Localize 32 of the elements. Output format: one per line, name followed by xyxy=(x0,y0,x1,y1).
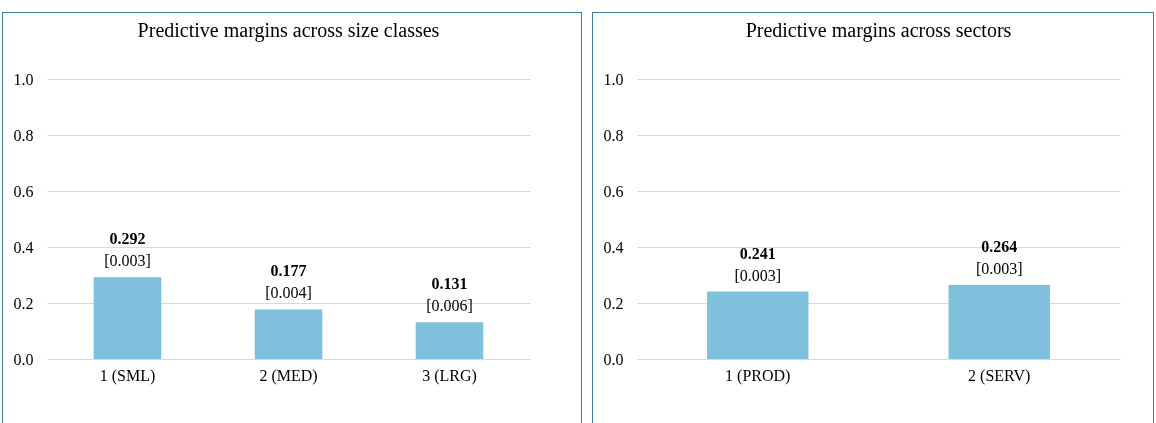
y-tick-label: 1.0 xyxy=(603,70,624,88)
data-label: 0.292 xyxy=(109,230,146,248)
y-tick-label: 1.0 xyxy=(13,70,34,88)
annotation: [0.004] xyxy=(265,284,312,302)
y-tick-label: 0.0 xyxy=(13,350,34,368)
bar xyxy=(254,309,323,359)
y-tick-label: 0.4 xyxy=(603,238,624,256)
x-tick-label: 1 (PROD) xyxy=(725,366,791,385)
chart-title: Predictive margins across size classes xyxy=(137,19,440,42)
chart-title: Predictive margins across sectors xyxy=(745,19,1012,42)
y-tick-label: 0.6 xyxy=(603,182,624,200)
annotation: [0.003] xyxy=(734,266,782,284)
bar xyxy=(93,277,162,359)
x-tick-label: 2 (SERV) xyxy=(968,366,1031,385)
annotation: [0.003] xyxy=(975,260,1023,278)
x-tick-label: 3 (LRG) xyxy=(422,366,477,385)
y-tick-label: 0.6 xyxy=(13,182,34,200)
y-tick-label: 0.0 xyxy=(603,350,624,368)
annotation: [0.006] xyxy=(426,297,473,315)
data-label: 0.264 xyxy=(981,238,1018,256)
annotation: [0.003] xyxy=(104,252,151,270)
data-label: 0.177 xyxy=(270,262,307,280)
x-tick-label: 1 (SML) xyxy=(99,366,156,385)
data-label: 0.241 xyxy=(739,244,776,262)
y-tick-label: 0.8 xyxy=(603,126,624,144)
data-label: 0.131 xyxy=(431,275,468,293)
x-tick-label: 2 (MED) xyxy=(259,366,318,385)
y-tick-label: 0.2 xyxy=(603,294,624,312)
y-tick-label: 0.8 xyxy=(13,126,34,144)
y-tick-label: 0.2 xyxy=(13,294,34,312)
y-tick-label: 0.4 xyxy=(13,238,34,256)
bar xyxy=(415,322,484,359)
